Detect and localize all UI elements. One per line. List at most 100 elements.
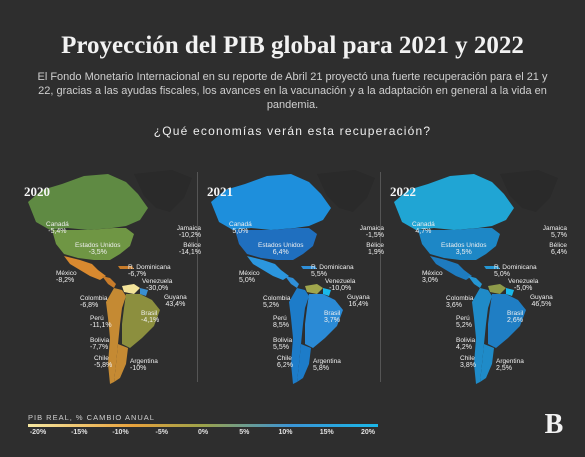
country-name: Colombia	[263, 295, 291, 302]
country-value: 2,5%	[496, 365, 512, 372]
country-label-usa: Estados Unidos 6,4%	[258, 242, 304, 256]
country-name: Brasil	[507, 310, 524, 317]
country-label-chile: Chile 3,8%	[460, 355, 476, 369]
country-value: -10,2%	[178, 232, 201, 239]
greenland-shape	[317, 170, 375, 212]
panel-divider	[380, 172, 381, 382]
canada-shape	[394, 174, 514, 230]
country-label-peru: Perú 8,5%	[273, 315, 289, 329]
panel-year: 2021	[207, 184, 233, 199]
americas-map	[394, 170, 558, 384]
country-name: Bolivia	[273, 337, 293, 344]
central-america-shape	[285, 276, 299, 288]
country-value: 46,5%	[531, 301, 552, 308]
country-value: 3,6%	[446, 302, 462, 309]
south-america-shape	[106, 288, 126, 384]
map-panel-2020: 2020 Canadá -5,4% Estados Unidos -3,5% M…	[22, 168, 214, 390]
country-name: Perú	[273, 315, 287, 322]
country-label-rdominicana: R. Dominicana 5,5%	[311, 264, 354, 278]
greenland-shape	[134, 170, 192, 212]
page-subtitle: El Fondo Monetario Internacional en su r…	[37, 71, 548, 111]
country-value: 16,4%	[348, 301, 369, 308]
country-value: 6,2%	[277, 362, 293, 369]
country-label-jamaica: Jamaica 5,7%	[522, 225, 567, 239]
country-label-belice: Bélice 1,9%	[339, 242, 384, 256]
country-name: Guyana	[347, 294, 370, 301]
usa-shape	[418, 228, 500, 260]
south-america-shape	[289, 288, 309, 384]
country-label-peru: Perú -11,1%	[90, 315, 112, 329]
country-value: 3,0%	[422, 277, 438, 284]
country-value: -6,7%	[128, 271, 147, 278]
country-label-usa: Estados Unidos 3,5%	[441, 242, 487, 256]
country-label-belice: Bélice 6,4%	[522, 242, 567, 256]
country-label-chile: Chile -5,8%	[94, 355, 112, 369]
country-name: Argentina	[313, 358, 341, 365]
country-label-rdominicana: R. Dominicana 5,0%	[494, 264, 537, 278]
country-name: Venezuela	[508, 278, 539, 285]
country-label-bolivia: Bolivia 4,2%	[456, 337, 475, 351]
country-value: 6,4%	[272, 249, 289, 256]
country-name: Bolivia	[456, 337, 476, 344]
guyana-shape	[323, 288, 331, 296]
country-label-guyana: Guyana 46,5%	[530, 294, 553, 308]
caribbean-shape	[484, 266, 500, 269]
country-label-venezuela: Venezuela -10,0%	[325, 278, 355, 292]
legend-tick: 0%	[197, 429, 209, 436]
country-label-rdominicana: R. Dominicana -6,7%	[128, 264, 171, 278]
country-name: Estados Unidos	[75, 242, 121, 249]
country-label-mexico: México 3,0%	[422, 270, 443, 284]
country-label-argentina: Argentina -10%	[130, 358, 158, 372]
argentina-shape	[297, 344, 311, 382]
country-value: 5,0%	[239, 277, 255, 284]
panel-year: 2020	[24, 184, 50, 199]
country-name: Brasil	[141, 310, 158, 317]
country-name: Perú	[456, 315, 470, 322]
mexico-shape	[64, 256, 106, 280]
legend-tick: 10%	[278, 429, 293, 436]
country-value: -30,0%	[146, 285, 169, 292]
country-value: 43,4%	[165, 301, 186, 308]
canada-shape	[28, 174, 148, 230]
country-label-usa: Estados Unidos -3,5%	[75, 242, 121, 256]
argentina-shape	[114, 344, 128, 382]
usa-shape	[52, 228, 134, 260]
country-value: -10%	[130, 365, 147, 372]
country-value: -14,1%	[178, 249, 201, 256]
country-value: -4,1%	[141, 317, 160, 324]
country-label-guyana: Guyana 16,4%	[347, 294, 370, 308]
country-label-guyana: Guyana 43,4%	[164, 294, 187, 308]
central-america-shape	[468, 276, 482, 288]
country-value: 5,0%	[232, 228, 249, 235]
brasil-shape	[305, 294, 343, 348]
canada-shape	[211, 174, 331, 230]
country-value: -8,2%	[56, 277, 75, 284]
country-label-jamaica: Jamaica -10,2%	[156, 225, 201, 239]
country-value: 3,5%	[455, 249, 472, 256]
country-label-mexico: México 5,0%	[239, 270, 260, 284]
legend-title: PIB REAL, % CAMBIO ANUAL	[28, 413, 155, 422]
country-label-colombia: Colombia -6,8%	[80, 295, 107, 309]
country-label-brasil: Brasil 3,7%	[324, 310, 340, 324]
country-name: R. Dominicana	[311, 264, 354, 271]
legend-tick: 15%	[319, 429, 334, 436]
country-name: Perú	[90, 315, 104, 322]
map-panel-2021: 2021 Canadá 5,0% Estados Unidos 6,4% Méx…	[205, 168, 397, 390]
americas-map	[211, 170, 375, 384]
country-name: México	[56, 270, 77, 277]
country-label-venezuela: Venezuela -30,0%	[142, 278, 172, 292]
country-name: Estados Unidos	[441, 242, 487, 249]
country-name: Jamaica	[542, 225, 567, 232]
country-label-venezuela: Venezuela -5,0%	[508, 278, 538, 292]
venezuela-shape	[488, 284, 506, 294]
south-america-shape	[472, 288, 492, 384]
country-name: Argentina	[130, 358, 158, 365]
section-question: ¿Qué economías verán esta recuperación?	[153, 124, 432, 138]
country-name: Estados Unidos	[258, 242, 304, 249]
country-name: Canadá	[412, 221, 435, 228]
country-name: Canadá	[46, 221, 69, 228]
country-name: México	[422, 270, 443, 277]
legend-tick: 5%	[239, 429, 250, 436]
country-name: México	[239, 270, 260, 277]
usa-shape	[235, 228, 317, 260]
